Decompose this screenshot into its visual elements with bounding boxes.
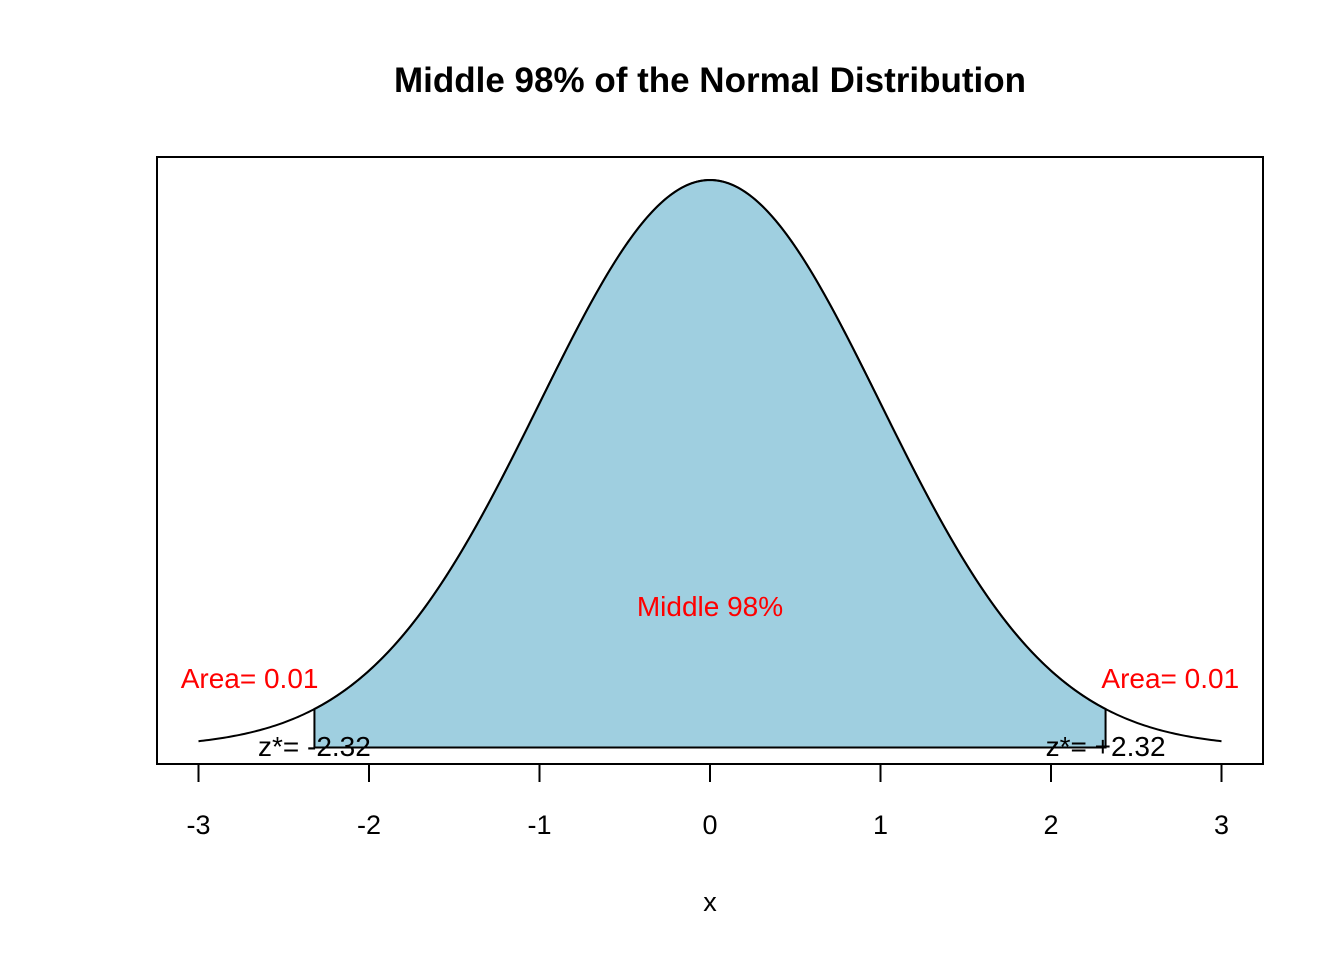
x-tick-label: 1 [873, 810, 888, 840]
x-axis-ticks: -3 -2 -1 0 1 2 3 [186, 764, 1229, 840]
x-tick-label: -3 [186, 810, 210, 840]
chart-title: Middle 98% of the Normal Distribution [394, 61, 1026, 100]
right-tail-area-label: Area= 0.01 [1101, 663, 1239, 694]
x-tick-label: -1 [527, 810, 551, 840]
x-axis-label: x [703, 887, 717, 917]
right-critical-z-label: z*= +2.32 [1046, 731, 1166, 762]
x-axis: -3 -2 -1 0 1 2 3 [186, 763, 1229, 840]
x-tick-label: 0 [702, 810, 717, 840]
left-critical-z-label: z*= -2.32 [258, 731, 371, 762]
density-curve [198, 178, 1222, 743]
x-tick-label: 3 [1214, 810, 1229, 840]
x-tick-label: 2 [1043, 810, 1058, 840]
plot-area [198, 178, 1222, 749]
left-tail-area-label: Area= 0.01 [181, 663, 319, 694]
middle-area-label: Middle 98% [637, 591, 783, 622]
x-tick-label: -2 [357, 810, 381, 840]
